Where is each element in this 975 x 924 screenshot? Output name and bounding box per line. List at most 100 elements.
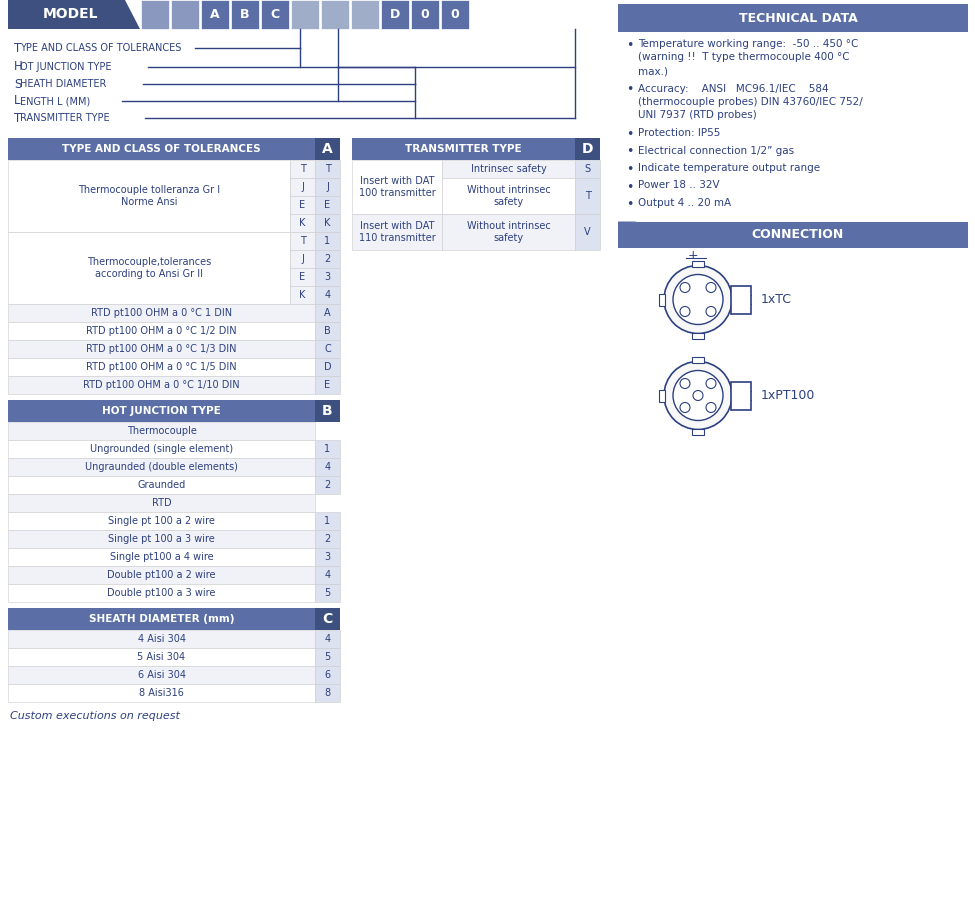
Text: Single pt 100 a 2 wire: Single pt 100 a 2 wire	[108, 516, 214, 526]
Bar	[315, 138, 340, 160]
Text: 3: 3	[325, 552, 331, 562]
Text: 8: 8	[325, 688, 331, 698]
Bar	[8, 512, 315, 530]
Text: HOT JUNCTION TYPE: HOT JUNCTION TYPE	[102, 406, 221, 416]
Text: •: •	[626, 39, 634, 52]
Bar	[315, 458, 340, 476]
Bar	[8, 648, 315, 666]
Text: 5: 5	[325, 588, 331, 598]
Bar	[290, 178, 315, 196]
Text: Without intrinsec
safety: Without intrinsec safety	[467, 221, 550, 243]
Text: L: L	[14, 94, 20, 107]
Bar	[8, 584, 315, 602]
Bar	[315, 286, 340, 304]
Bar	[8, 340, 315, 358]
Text: A: A	[211, 8, 219, 21]
Bar	[321, 0, 349, 29]
Bar	[8, 358, 315, 376]
Text: OT JUNCTION TYPE: OT JUNCTION TYPE	[20, 62, 111, 72]
Circle shape	[680, 307, 690, 317]
Text: 1xTC: 1xTC	[761, 293, 792, 306]
Bar	[290, 250, 315, 268]
Bar	[8, 160, 290, 232]
Bar	[8, 304, 315, 322]
Bar	[290, 196, 315, 214]
Text: •: •	[626, 163, 634, 176]
Polygon shape	[618, 222, 636, 248]
Text: J: J	[326, 182, 329, 192]
Bar	[315, 666, 340, 684]
Text: E: E	[299, 272, 305, 282]
Text: 0: 0	[450, 8, 459, 21]
Text: TECHNICAL DATA: TECHNICAL DATA	[739, 11, 857, 25]
Text: Accuracy:    ANSI   MC96.1/IEC    584: Accuracy: ANSI MC96.1/IEC 584	[638, 83, 829, 93]
Polygon shape	[8, 0, 140, 29]
Bar	[315, 630, 340, 648]
Bar	[659, 390, 665, 402]
Text: 8 Aisi316: 8 Aisi316	[139, 688, 184, 698]
Bar	[731, 382, 751, 409]
Bar	[315, 440, 340, 458]
Bar	[231, 0, 259, 29]
Bar	[290, 268, 315, 286]
Bar	[315, 684, 340, 702]
Text: Insert with DAT
110 transmitter: Insert with DAT 110 transmitter	[359, 221, 436, 243]
Text: D: D	[582, 142, 593, 156]
Text: •: •	[626, 198, 634, 211]
Text: Electrical connection 1/2” gas: Electrical connection 1/2” gas	[638, 145, 794, 155]
Bar	[315, 584, 340, 602]
Text: V: V	[584, 227, 591, 237]
Text: 4: 4	[325, 290, 331, 300]
Text: S: S	[584, 164, 591, 174]
Text: J: J	[301, 182, 304, 192]
Bar	[575, 214, 600, 250]
Text: Double pt100 a 2 wire: Double pt100 a 2 wire	[107, 570, 215, 580]
Text: J: J	[301, 254, 304, 264]
Bar	[381, 0, 409, 29]
Text: 4 Aisi 304: 4 Aisi 304	[137, 634, 185, 644]
Bar	[692, 333, 704, 338]
Bar	[352, 214, 442, 250]
Text: Ungraunded (double elements): Ungraunded (double elements)	[85, 462, 238, 472]
Text: SHEATH DIAMETER (mm): SHEATH DIAMETER (mm)	[89, 614, 234, 624]
Bar	[171, 0, 199, 29]
Circle shape	[680, 283, 690, 293]
Text: Single pt 100 a 3 wire: Single pt 100 a 3 wire	[108, 534, 214, 544]
Text: 1xPT100: 1xPT100	[761, 389, 815, 402]
Bar	[8, 666, 315, 684]
Text: T: T	[325, 164, 331, 174]
Bar	[315, 304, 340, 322]
Text: Graunded: Graunded	[137, 480, 185, 490]
Bar	[8, 630, 315, 648]
Bar	[290, 232, 315, 250]
Text: Protection: IP55: Protection: IP55	[638, 128, 721, 138]
Text: HEATH DIAMETER: HEATH DIAMETER	[20, 79, 106, 89]
Text: T: T	[299, 236, 305, 246]
Text: Double pt100 a 3 wire: Double pt100 a 3 wire	[107, 588, 215, 598]
Bar	[8, 376, 315, 394]
Polygon shape	[618, 4, 636, 32]
Bar	[575, 138, 600, 160]
Text: RTD pt100 OHM a 0 °C 1 DIN: RTD pt100 OHM a 0 °C 1 DIN	[91, 308, 232, 318]
Text: Thermocouple tolleranza Gr I
Norme Ansi: Thermocouple tolleranza Gr I Norme Ansi	[78, 185, 220, 207]
Text: TYPE AND CLASS OF TOLERANCES: TYPE AND CLASS OF TOLERANCES	[62, 144, 261, 154]
Text: ENGTH L (MM): ENGTH L (MM)	[20, 96, 91, 106]
Bar	[315, 250, 340, 268]
Text: K: K	[299, 290, 306, 300]
Bar	[315, 322, 340, 340]
Bar	[315, 648, 340, 666]
Circle shape	[706, 283, 716, 293]
Bar	[315, 608, 340, 630]
Bar	[315, 214, 340, 232]
Bar	[8, 322, 315, 340]
Bar	[692, 261, 704, 266]
Text: RANSMITTER TYPE: RANSMITTER TYPE	[20, 113, 109, 123]
Bar	[442, 214, 575, 250]
Text: A: A	[324, 308, 331, 318]
Text: •: •	[626, 145, 634, 159]
Circle shape	[706, 403, 716, 412]
Bar	[141, 0, 169, 29]
Text: K: K	[299, 218, 306, 228]
Text: T: T	[299, 164, 305, 174]
Bar	[290, 214, 315, 232]
